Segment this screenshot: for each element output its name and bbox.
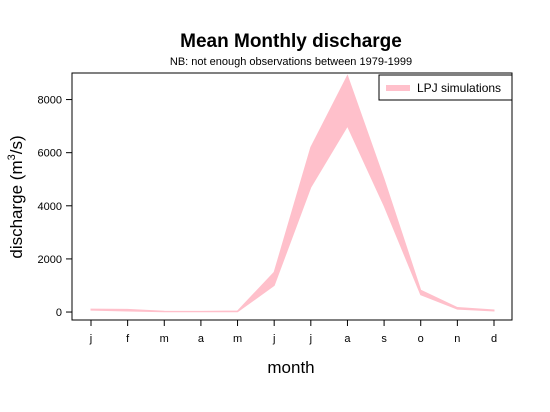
- y-tick-label: 2000: [38, 254, 62, 266]
- plot-area: [90, 74, 495, 313]
- y-axis: 0 2000 4000 6000 8000: [38, 95, 72, 319]
- x-tick-label: m: [160, 333, 169, 345]
- y-tick-label: 4000: [38, 201, 62, 213]
- y-axis-title-main: discharge (m: [7, 160, 26, 258]
- x-tick-label: j: [272, 333, 275, 345]
- x-tick-label: m: [233, 333, 242, 345]
- x-tick-label: o: [418, 333, 424, 345]
- x-axis-title: month: [267, 358, 314, 377]
- legend: LPJ simulations: [378, 74, 513, 101]
- y-tick-label: 6000: [38, 148, 62, 160]
- x-tick-label: a: [344, 333, 351, 345]
- y-axis-title-superscript: 3: [6, 154, 18, 160]
- plot-frame: [71, 72, 513, 321]
- y-tick-label: 8000: [38, 95, 62, 107]
- y-axis-title: discharge (m3/s): [6, 135, 26, 258]
- x-tick-label: j: [309, 333, 312, 345]
- x-tick-label: f: [126, 333, 130, 345]
- chart-title: Mean Monthly discharge: [180, 31, 402, 52]
- series-band-0: [90, 74, 495, 313]
- x-tick-label: a: [198, 333, 205, 345]
- y-axis-title-end: /s): [7, 135, 26, 154]
- x-tick-label: d: [491, 333, 497, 345]
- chart-subtitle: NB: not enough observations between 1979…: [170, 56, 412, 68]
- x-tick-label: s: [381, 333, 387, 345]
- x-tick-label: n: [454, 333, 460, 345]
- y-tick-label: 0: [56, 307, 62, 319]
- x-tick-label: j: [89, 333, 92, 345]
- legend-label: LPJ simulations: [417, 81, 501, 95]
